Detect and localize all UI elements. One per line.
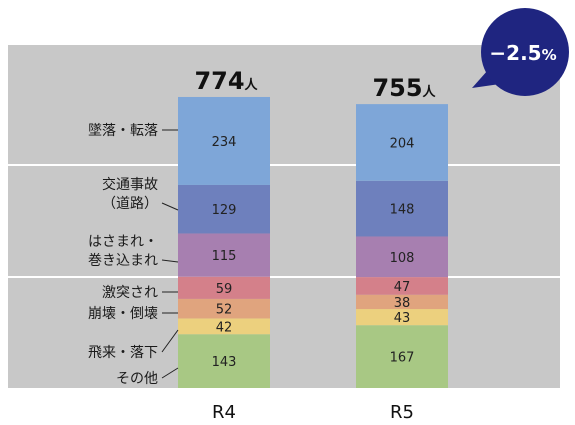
bar-segment-R4-6: [178, 318, 270, 335]
category-label-1: 墜落・転落: [88, 123, 158, 139]
leader-line-3: [161, 259, 179, 263]
bar-segment-R5-7: [356, 325, 448, 388]
leader-line-6: [161, 329, 179, 353]
bar-segment-R4-7: [178, 334, 270, 388]
bar-segment-R5-3: [356, 236, 448, 278]
leader-line-2: [161, 202, 179, 211]
total-unit-R4: 人: [245, 77, 259, 93]
value-label-R4-5: 52: [216, 303, 233, 318]
bar-segment-R5-4: [356, 277, 448, 295]
category-label-4: 激突され: [102, 284, 158, 301]
bar-segment-R5-5: [356, 294, 448, 310]
value-label-R5-7: 167: [390, 351, 415, 366]
x-axis-label-R4: R4: [212, 402, 236, 423]
value-label-R4-1: 234: [212, 135, 237, 150]
value-label-R5-6: 43: [394, 311, 411, 326]
x-axis-label-R5: R5: [390, 402, 414, 423]
value-label-R4-4: 59: [216, 282, 233, 297]
leader-line-7: [161, 367, 179, 379]
category-label-3-line2: 巻き込まれ: [88, 253, 158, 269]
badge-tail: [472, 70, 500, 88]
bar-segment-R4-3: [178, 233, 270, 277]
category-label-7: その他: [116, 371, 158, 387]
value-label-R5-4: 47: [394, 280, 411, 295]
change-badge: [481, 8, 569, 96]
category-label-6: 飛来・落下: [88, 345, 158, 361]
total-unit-R5: 人: [423, 84, 437, 100]
plot-background: [8, 45, 560, 388]
bar-segment-R4-1: [178, 96, 270, 185]
category-label-2-line2: （道路）: [102, 196, 158, 212]
bar-segment-R5-6: [356, 309, 448, 326]
value-label-R4-3: 115: [212, 249, 237, 264]
value-label-R4-6: 42: [216, 320, 233, 335]
bar-segment-R4-5: [178, 298, 270, 319]
value-label-R4-2: 129: [212, 203, 237, 218]
value-label-R5-1: 204: [390, 136, 415, 151]
category-label-5: 崩壊・倒壊: [88, 306, 158, 322]
value-label-R5-2: 148: [390, 203, 415, 218]
category-label-3-line1: はさまれ・: [88, 234, 158, 250]
value-label-R5-3: 108: [390, 251, 415, 266]
bar-segment-R5-2: [356, 180, 448, 237]
change-badge-unit: %: [542, 46, 557, 64]
value-label-R4-7: 143: [212, 355, 237, 370]
bar-segment-R4-4: [178, 276, 270, 299]
bar-segment-R4-2: [178, 184, 270, 234]
category-label-2-line1: 交通事故: [102, 176, 158, 193]
bar-segment-R5-1: [356, 104, 448, 181]
value-label-R5-5: 38: [394, 296, 411, 311]
